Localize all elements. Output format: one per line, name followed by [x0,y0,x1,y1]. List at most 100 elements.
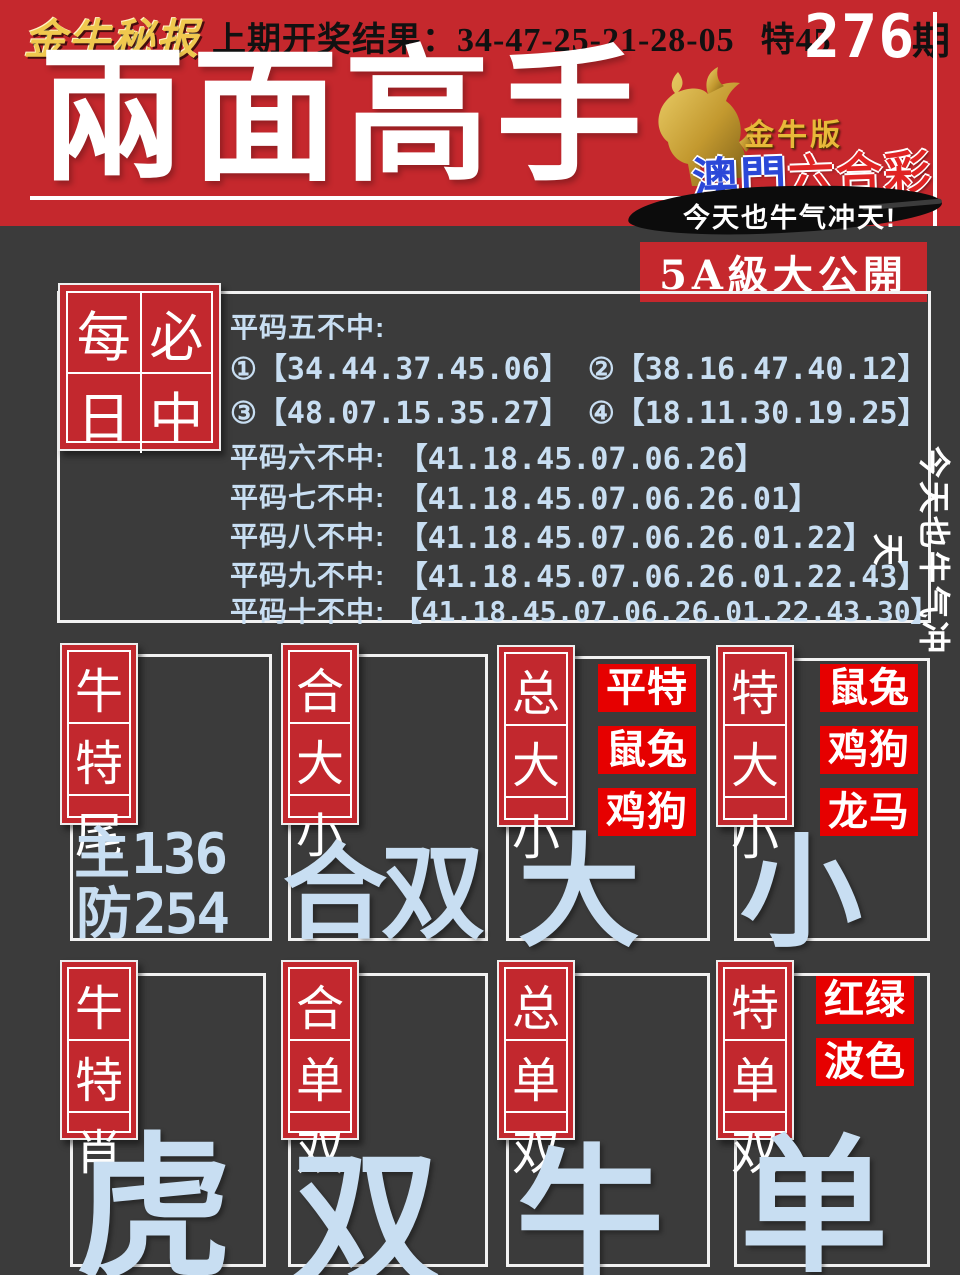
hint-badge: 波色 [816,1038,914,1086]
stamp-char: 合 [295,981,344,1037]
picks-row-label: 平码六不中: [230,442,386,473]
picks-row-label: 平码七不中: [230,482,386,513]
hint-badge: 平特 [598,664,696,712]
stamp-char: 单 [725,1039,785,1111]
picks-row-label: 平码五不中: [230,312,386,343]
stamp-char: 单 [290,1039,350,1111]
stamp-inner: 合 大 小 [288,650,352,864]
stamp-inner: 牛 特 肖 [67,967,131,1181]
stamp-sum-odd-even: 合 单 双 [281,960,359,1181]
picks-row-ten: 平码十不中: 【41.18.45.07.06.26.01.22.43.30】 [230,590,939,630]
hint-badge: 鸡狗 [598,788,696,836]
stamp-inner: 特 大 小 [723,652,787,866]
hint-badge: 鼠兔 [820,664,918,712]
banner-slogan: 今天也牛气冲天! [683,203,897,233]
issue-suffix: 期 [912,21,951,63]
picks-box [57,291,931,623]
hint-badge: 鸡狗 [820,726,918,774]
stamp-char: 小 [725,796,785,868]
stamp-char: 特 [730,666,779,722]
big-pick-special-odd-even: 单 [740,1125,888,1275]
picks-row-value: 【41.18.45.07.06.26.01.22.43】 [397,560,928,595]
picks-row-six: 平码六不中: 【41.18.45.07.06.26】 [230,434,765,478]
picks-row-value: ③【48.07.15.35.27】 ④【18.11.30.19.25】 [230,396,928,431]
stamp-inner: 总 单 双 [504,967,568,1181]
stamp-inner: 合 单 双 [288,967,352,1181]
tail-main-pick: 主136 [74,826,228,883]
brand-logo-text: 金牛秘报 [24,15,201,64]
last-draw-numbers: 上期开奖结果：34-47-25-21-28-05 [212,22,735,59]
picks-row-value: 【41.18.45.07.06.26.01】 [397,482,820,517]
stamp-char: 小 [506,796,566,868]
hint-badge: 鼠兔 [598,726,696,774]
stamp-special-odd-even: 特 单 双 [716,960,794,1181]
picks-row-value: ①【34.44.37.45.06】 ②【38.16.47.40.12】 [230,352,928,387]
special-number: 特45 [760,22,832,59]
stamp-inner: 牛 特 尾 [67,650,131,864]
picks-row-nine: 平码九不中: 【41.18.45.07.06.26.01.22.43】 [230,552,927,596]
stamp-char: 大 [506,724,566,796]
hint-badge: 龙马 [820,788,918,836]
stamp-char: 特 [69,1039,129,1111]
stamp-char: 双 [506,1111,566,1183]
stamp-total-big-small: 总 大 小 [497,645,575,866]
stamp-char: 大 [725,724,785,796]
picks-row-value: 【41.18.45.07.06.26.01.22.43.30】 [393,595,939,628]
stamp-char: 总 [511,666,560,722]
stamp-inner: 总 大 小 [504,652,568,866]
tail-main-digits: 136 [131,822,228,887]
picks-row-label: 平码九不中: [230,560,386,591]
big-pick-zodiac: 虎 [76,1123,232,1275]
picks-row-groups-2: ③【48.07.15.35.27】 ④【18.11.30.19.25】 [230,388,928,432]
tail-backup-pick: 防254 [76,886,230,943]
picks-row-seven: 平码七不中: 【41.18.45.07.06.26.01】 [230,474,819,518]
tail-backup-digits: 254 [133,882,230,947]
stamp-char: 特 [69,722,129,794]
stamp-sum-big-small: 合 大 小 [281,643,359,864]
picks-row-header: 平码五不中: [230,306,385,346]
stamp-char: 总 [511,981,560,1037]
tail-backup-prefix: 防 [76,882,133,945]
vertical-slogan: 今天也牛气冲天 [870,445,952,656]
picks-row-groups-1: ①【34.44.37.45.06】 ②【38.16.47.40.12】 [230,344,928,388]
stamp-special-big-small: 特 大 小 [716,645,794,866]
picks-row-eight: 平码八不中: 【41.18.45.07.06.26.01.22】 [230,513,873,557]
stamp-char: 每 [76,306,131,369]
page-title: 兩面高手 [40,31,648,202]
big-pick-special-size: 小 [740,825,862,961]
golden-bull-icon [642,64,762,199]
stamp-char: 中 [139,372,211,453]
stamp-char: 双 [290,1111,350,1183]
picks-row-value: 【41.18.45.07.06.26】 [397,442,765,477]
hint-badge: 红绿 [816,976,914,1024]
stamp-char: 合 [295,664,344,720]
picks-row-label: 平码十不中: [230,596,386,627]
stamp-char: 大 [290,722,350,794]
picks-row-value: 【41.18.45.07.06.26.01.22】 [397,521,874,556]
last-draw-result: 上期开奖结果：34-47-25-21-28-05 特45 [212,12,832,61]
stamp-char: 小 [290,794,350,866]
stamp-ox-special-tail: 牛 特 尾 [60,643,138,864]
banner-right-line [933,12,937,226]
stamp-char: 牛 [74,981,123,1037]
picks-row-label: 平码八不中: [230,521,386,552]
title-underline [30,196,682,200]
tail-main-prefix: 主 [74,822,131,885]
stamp-char: 牛 [74,664,123,720]
stamp-inner: 特 单 双 [723,967,787,1181]
stamp-char: 双 [725,1111,785,1183]
big-pick-sum-odd-even: 双 [292,1139,440,1275]
stamp-char: 尾 [69,794,129,866]
daily-hit-stamp: 每 必 日 中 [58,283,221,453]
daily-hit-stamp-grid: 每 必 日 中 [66,291,213,453]
issue-number: 276 [804,2,916,72]
stamp-ox-special-zodiac: 牛 特 肖 [60,960,138,1181]
stamp-char: 单 [506,1039,566,1111]
stamp-char: 必 [139,293,212,372]
big-pick-sum-parity: 合双 [283,836,485,952]
big-pick-total-odd-even: 牛 [516,1135,664,1275]
stamp-char: 日 [68,372,140,453]
big-pick-total-size: 大 [518,825,640,961]
stamp-char: 肖 [69,1111,129,1183]
